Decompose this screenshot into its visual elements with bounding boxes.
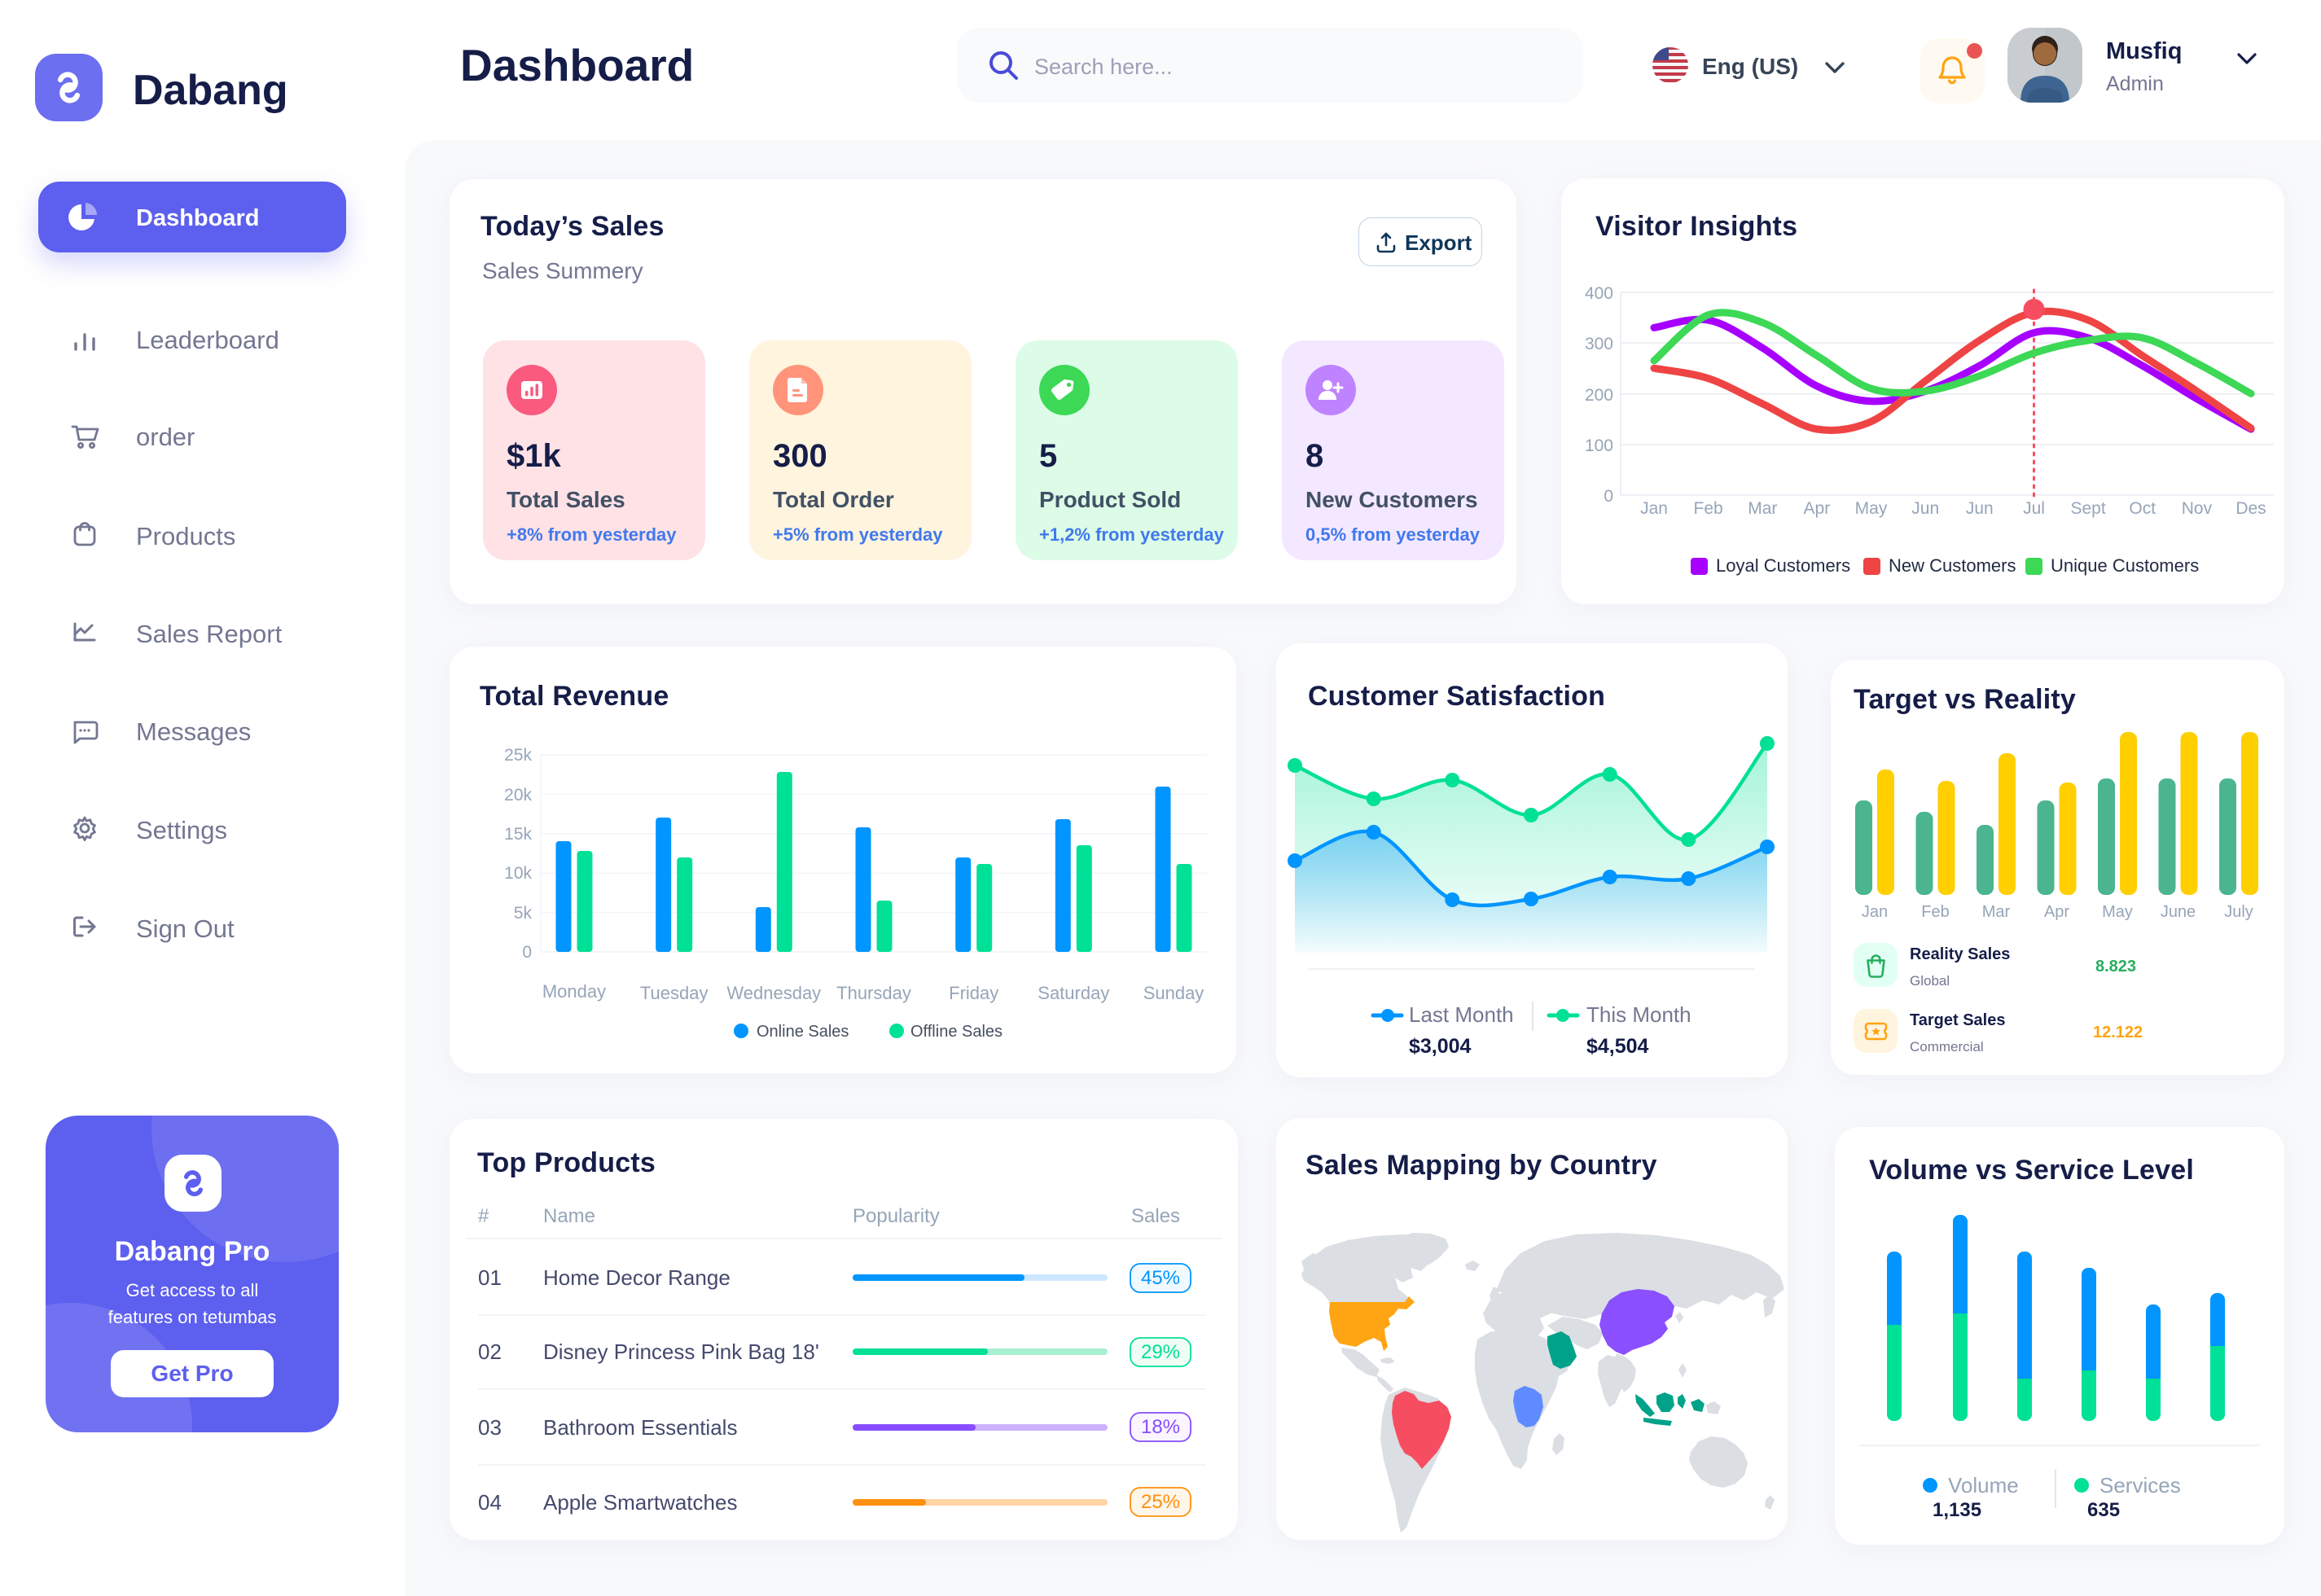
svg-text:#: # (478, 1205, 489, 1227)
svg-text:15k: 15k (504, 825, 532, 844)
svg-text:Mar: Mar (1982, 903, 2011, 921)
svg-text:Loyal Customers: Loyal Customers (1716, 555, 1850, 576)
svg-text:Jun: Jun (1966, 499, 1994, 518)
svg-text:04: 04 (478, 1490, 502, 1515)
svg-text:Disney Princess Pink Bag 18': Disney Princess Pink Bag 18' (543, 1340, 819, 1364)
svg-text:Offline Sales: Offline Sales (910, 1023, 1003, 1041)
svg-text:18%: 18% (1141, 1416, 1180, 1438)
svg-text:Oct: Oct (2129, 499, 2156, 518)
svg-text:May: May (1855, 499, 1888, 518)
svg-text:Target Sales: Target Sales (1910, 1011, 2005, 1029)
svg-text:1,135: 1,135 (1933, 1499, 1981, 1521)
svg-text:03: 03 (478, 1415, 502, 1440)
svg-text:5k: 5k (514, 904, 533, 923)
svg-text:$4,504: $4,504 (1586, 1035, 1649, 1058)
svg-text:20k: 20k (504, 786, 532, 805)
svg-text:Saturday: Saturday (1038, 983, 1109, 1003)
svg-text:June: June (2161, 903, 2196, 921)
svg-text:Apr: Apr (2044, 903, 2069, 921)
svg-text:02: 02 (478, 1340, 502, 1364)
svg-text:New Customers: New Customers (1889, 555, 2016, 576)
svg-text:Sunday: Sunday (1143, 983, 1204, 1003)
svg-text:Sept: Sept (2070, 499, 2105, 518)
svg-text:Volume: Volume (1948, 1473, 2019, 1497)
svg-text:Feb: Feb (1694, 499, 1723, 518)
svg-text:Feb: Feb (1921, 903, 1949, 921)
svg-text:100: 100 (1585, 436, 1613, 455)
svg-text:Popularity: Popularity (853, 1205, 940, 1227)
svg-text:This Month: This Month (1586, 1002, 1691, 1027)
svg-text:10k: 10k (504, 864, 532, 883)
svg-text:Des: Des (2235, 499, 2266, 518)
svg-text:Commercial: Commercial (1910, 1039, 1984, 1054)
svg-text:Sales: Sales (1131, 1205, 1180, 1227)
svg-text:Wednesday: Wednesday (726, 983, 821, 1003)
svg-text:Bathroom Essentials: Bathroom Essentials (543, 1415, 737, 1440)
svg-text:400: 400 (1585, 284, 1613, 303)
svg-text:01: 01 (478, 1265, 502, 1290)
svg-text:$3,004: $3,004 (1409, 1035, 1472, 1058)
svg-text:Apr: Apr (1804, 499, 1831, 518)
svg-text:25%: 25% (1141, 1491, 1180, 1513)
svg-text:200: 200 (1585, 386, 1613, 405)
svg-text:Services: Services (2099, 1473, 2181, 1497)
svg-text:Jan: Jan (1862, 903, 1888, 921)
svg-text:Friday: Friday (949, 983, 998, 1003)
svg-text:Global: Global (1910, 973, 1950, 989)
svg-text:Online Sales: Online Sales (757, 1023, 849, 1041)
svg-text:Name: Name (543, 1205, 595, 1227)
svg-text:Nov: Nov (2182, 499, 2213, 518)
svg-text:0: 0 (522, 943, 532, 962)
svg-text:Apple Smartwatches: Apple Smartwatches (543, 1490, 737, 1515)
svg-text:May: May (2102, 903, 2133, 921)
svg-text:July: July (2224, 903, 2253, 921)
svg-text:Thursday: Thursday (836, 983, 911, 1003)
svg-text:Reality Sales: Reality Sales (1910, 945, 2010, 963)
svg-text:Jul: Jul (2023, 499, 2045, 518)
svg-text:Mar: Mar (1748, 499, 1777, 518)
svg-text:12.122: 12.122 (2093, 1024, 2143, 1041)
svg-text:8.823: 8.823 (2095, 958, 2136, 976)
svg-text:45%: 45% (1141, 1267, 1180, 1289)
svg-text:Unique Customers: Unique Customers (2051, 555, 2199, 576)
svg-text:Last Month: Last Month (1409, 1002, 1514, 1027)
svg-text:Monday: Monday (542, 981, 606, 1002)
svg-text:0: 0 (1604, 487, 1613, 506)
svg-text:Jun: Jun (1911, 499, 1939, 518)
svg-text:29%: 29% (1141, 1341, 1180, 1363)
svg-text:Tuesday: Tuesday (640, 983, 709, 1003)
svg-text:635: 635 (2087, 1499, 2120, 1521)
svg-text:Home Decor Range: Home Decor Range (543, 1265, 731, 1290)
svg-text:300: 300 (1585, 335, 1613, 353)
svg-text:Jan: Jan (1640, 499, 1668, 518)
svg-text:25k: 25k (504, 746, 532, 765)
